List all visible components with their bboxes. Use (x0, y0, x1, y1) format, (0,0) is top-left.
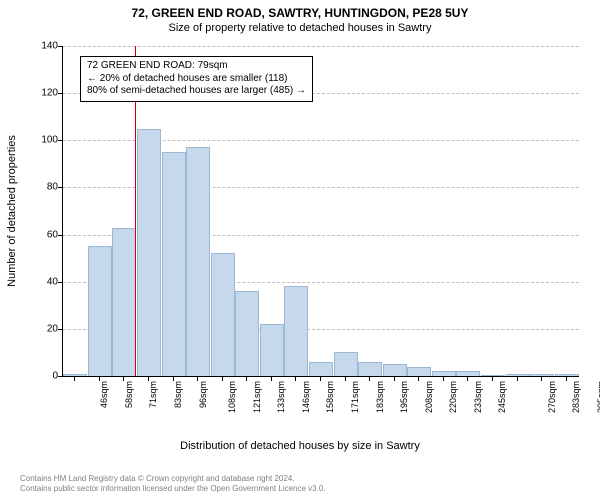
x-tick-label: 83sqm (173, 381, 183, 408)
grid-line (63, 46, 579, 47)
x-tick-mark (467, 377, 468, 381)
x-tick-mark (271, 377, 272, 381)
histogram-bar (137, 129, 161, 377)
x-tick-label: 208sqm (424, 381, 434, 413)
histogram-bar (211, 253, 235, 376)
x-tick-label: 158sqm (325, 381, 335, 413)
y-tick-label: 40 (30, 276, 58, 287)
y-tick-mark (58, 282, 62, 283)
x-tick-label: 58sqm (124, 381, 134, 408)
y-tick-label: 120 (30, 88, 58, 99)
info-box: 72 GREEN END ROAD: 79sqm ← 20% of detach… (80, 56, 313, 102)
x-tick-mark (99, 377, 100, 381)
x-tick-mark (418, 377, 419, 381)
x-tick-label: 270sqm (547, 381, 557, 413)
x-tick-mark (541, 377, 542, 381)
chart-container: 72, GREEN END ROAD, SAWTRY, HUNTINGDON, … (0, 0, 600, 500)
histogram-bar (284, 286, 308, 376)
info-line-2: ← 20% of detached houses are smaller (11… (87, 73, 306, 86)
histogram-bar (407, 367, 431, 376)
y-tick-label: 20 (30, 323, 58, 334)
x-tick-mark (394, 377, 395, 381)
x-tick-label: 245sqm (497, 381, 507, 413)
x-tick-label: 146sqm (301, 381, 311, 413)
x-tick-label: 183sqm (375, 381, 385, 413)
histogram-bar (88, 246, 112, 376)
x-tick-mark (320, 377, 321, 381)
x-tick-mark (148, 377, 149, 381)
x-tick-mark (345, 377, 346, 381)
histogram-bar (506, 374, 530, 376)
x-tick-label: 96sqm (198, 381, 208, 408)
x-tick-mark (173, 377, 174, 381)
chart-title-sub: Size of property relative to detached ho… (0, 22, 600, 34)
x-tick-label: 295sqm (596, 381, 600, 413)
y-axis-label: Number of detached properties (6, 135, 18, 287)
x-tick-label: 233sqm (473, 381, 483, 413)
x-tick-mark (74, 377, 75, 381)
footer: Contains HM Land Registry data © Crown c… (20, 474, 580, 494)
y-tick-label: 140 (30, 41, 58, 52)
y-tick-mark (58, 376, 62, 377)
histogram-bar (63, 374, 87, 376)
x-tick-mark (517, 377, 518, 381)
histogram-bar (555, 374, 579, 376)
x-tick-mark (197, 377, 198, 381)
x-tick-mark (123, 377, 124, 381)
histogram-bar (260, 324, 284, 376)
histogram-bar (309, 362, 333, 376)
y-tick-mark (58, 187, 62, 188)
histogram-bar (530, 374, 554, 376)
info-line-1: 72 GREEN END ROAD: 79sqm (87, 60, 306, 73)
histogram-bar (383, 364, 407, 376)
histogram-bar (334, 352, 358, 376)
chart-title-main: 72, GREEN END ROAD, SAWTRY, HUNTINGDON, … (0, 6, 600, 20)
histogram-bar (432, 371, 456, 376)
histogram-bar (186, 147, 210, 376)
x-tick-label: 283sqm (571, 381, 581, 413)
y-tick-label: 60 (30, 229, 58, 240)
x-tick-label: 108sqm (227, 381, 237, 413)
x-tick-mark (295, 377, 296, 381)
y-tick-mark (58, 235, 62, 236)
y-tick-mark (58, 93, 62, 94)
x-tick-label: 133sqm (276, 381, 286, 413)
x-tick-label: 171sqm (350, 381, 360, 413)
footer-line-2: Contains public sector information licen… (20, 484, 580, 494)
histogram-bar (235, 291, 259, 376)
x-tick-label: 46sqm (99, 381, 109, 408)
histogram-bar (456, 371, 480, 376)
histogram-bar (112, 228, 136, 377)
x-tick-mark (492, 377, 493, 381)
x-tick-label: 71sqm (148, 381, 158, 408)
x-tick-mark (222, 377, 223, 381)
x-tick-label: 121sqm (252, 381, 262, 413)
x-tick-mark (566, 377, 567, 381)
y-tick-label: 0 (30, 371, 58, 382)
info-line-3: 80% of semi-detached houses are larger (… (87, 85, 306, 98)
y-tick-mark (58, 329, 62, 330)
x-tick-label: 220sqm (448, 381, 458, 413)
histogram-bar (162, 152, 186, 376)
histogram-bar (358, 362, 382, 376)
histogram-bar (481, 375, 505, 376)
x-tick-mark (369, 377, 370, 381)
y-tick-label: 80 (30, 182, 58, 193)
x-tick-label: 195sqm (399, 381, 409, 413)
y-tick-mark (58, 46, 62, 47)
x-tick-mark (443, 377, 444, 381)
y-tick-mark (58, 140, 62, 141)
footer-line-1: Contains HM Land Registry data © Crown c… (20, 474, 580, 484)
x-axis-label: Distribution of detached houses by size … (0, 440, 600, 452)
x-tick-mark (246, 377, 247, 381)
y-tick-label: 100 (30, 135, 58, 146)
